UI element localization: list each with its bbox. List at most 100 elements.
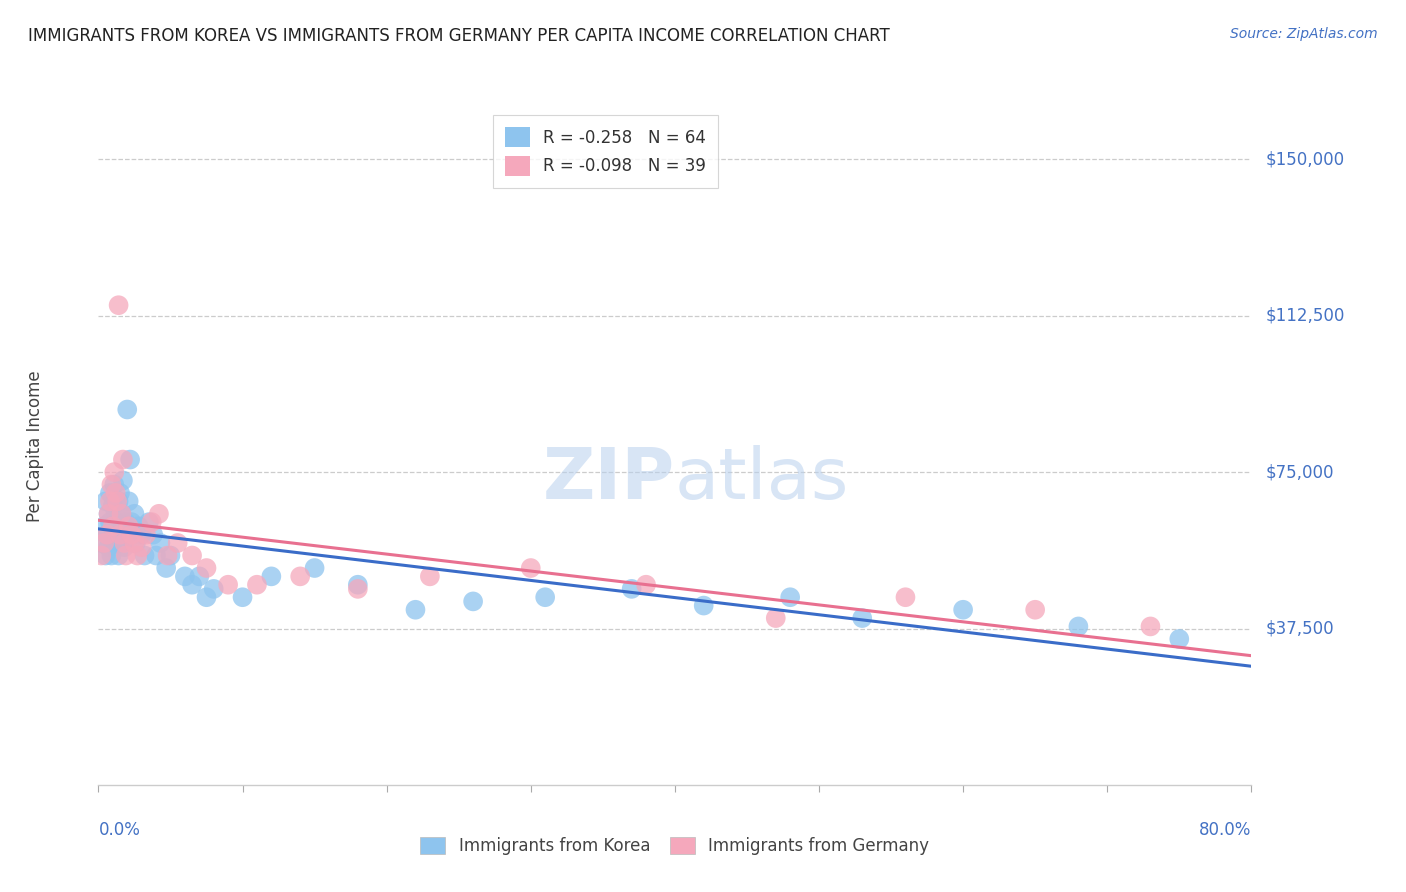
Point xyxy=(134,549,156,563)
Point xyxy=(114,515,136,529)
Point xyxy=(105,494,128,508)
Point xyxy=(419,569,441,583)
Text: Per Capita Income: Per Capita Income xyxy=(25,370,44,522)
Point xyxy=(246,578,269,592)
Text: $75,000: $75,000 xyxy=(1265,463,1334,481)
Text: ZIP: ZIP xyxy=(543,445,675,515)
Legend: Immigrants from Korea, Immigrants from Germany: Immigrants from Korea, Immigrants from G… xyxy=(411,827,939,864)
Point xyxy=(156,549,179,563)
Point xyxy=(181,578,204,592)
Point xyxy=(98,515,121,529)
Point xyxy=(110,507,132,521)
Point xyxy=(112,536,135,550)
Point xyxy=(111,527,134,541)
Point xyxy=(96,527,118,541)
Point xyxy=(94,494,117,508)
Point xyxy=(100,527,122,541)
Point xyxy=(461,594,484,608)
Point xyxy=(98,494,121,508)
Point xyxy=(131,527,153,541)
Point xyxy=(181,549,204,563)
Point xyxy=(108,527,131,541)
Point xyxy=(104,507,127,521)
Point xyxy=(765,611,787,625)
Text: 0.0%: 0.0% xyxy=(98,821,141,838)
Point xyxy=(121,515,143,529)
Point xyxy=(98,486,121,500)
Point xyxy=(128,519,150,533)
Point xyxy=(110,507,132,521)
Point xyxy=(290,569,312,583)
Point xyxy=(90,536,112,550)
Point xyxy=(93,536,115,550)
Point xyxy=(138,515,160,529)
Point xyxy=(127,549,149,563)
Point xyxy=(1168,632,1191,646)
Point xyxy=(122,527,145,541)
Point xyxy=(90,549,112,563)
Point xyxy=(217,578,239,592)
Point xyxy=(103,477,125,491)
Point xyxy=(952,603,974,617)
Point xyxy=(149,536,172,550)
Point xyxy=(135,527,157,541)
Point xyxy=(155,561,177,575)
Point xyxy=(304,561,326,575)
Point xyxy=(124,536,146,550)
Point xyxy=(107,494,129,508)
Point xyxy=(104,486,127,500)
Point xyxy=(100,477,122,491)
Point xyxy=(104,536,127,550)
Point xyxy=(117,402,138,417)
Point xyxy=(693,599,716,613)
Point xyxy=(195,561,218,575)
Point xyxy=(188,569,211,583)
Point xyxy=(105,515,128,529)
Point xyxy=(105,527,128,541)
Point xyxy=(107,549,129,563)
Point xyxy=(894,591,917,605)
Point xyxy=(111,474,134,488)
Point xyxy=(142,527,165,541)
Point xyxy=(94,549,117,563)
Point xyxy=(103,465,125,479)
Point xyxy=(520,561,543,575)
Point xyxy=(101,536,124,550)
Point xyxy=(125,536,148,550)
Point xyxy=(118,494,141,508)
Point xyxy=(101,519,124,533)
Point xyxy=(851,611,873,625)
Point xyxy=(148,507,170,521)
Point xyxy=(174,569,197,583)
Point xyxy=(202,582,225,596)
Point xyxy=(636,578,658,592)
Point xyxy=(121,527,143,541)
Point xyxy=(108,486,131,500)
Point xyxy=(112,540,135,554)
Point xyxy=(145,549,167,563)
Point xyxy=(103,519,125,533)
Point xyxy=(260,569,283,583)
Point xyxy=(1024,603,1046,617)
Point xyxy=(107,298,129,312)
Point xyxy=(620,582,643,596)
Point xyxy=(405,603,427,617)
Point xyxy=(346,582,368,596)
Point xyxy=(131,540,153,554)
Point xyxy=(97,507,120,521)
Point xyxy=(166,536,188,550)
Point xyxy=(534,591,557,605)
Point xyxy=(110,536,132,550)
Point xyxy=(159,549,181,563)
Text: atlas: atlas xyxy=(675,445,849,515)
Point xyxy=(1139,619,1161,633)
Point xyxy=(1067,619,1090,633)
Point xyxy=(231,591,254,605)
Point xyxy=(124,507,146,521)
Point xyxy=(97,507,120,521)
Text: IMMIGRANTS FROM KOREA VS IMMIGRANTS FROM GERMANY PER CAPITA INCOME CORRELATION C: IMMIGRANTS FROM KOREA VS IMMIGRANTS FROM… xyxy=(28,27,890,45)
Point xyxy=(118,519,141,533)
Point xyxy=(195,591,218,605)
Point xyxy=(96,527,118,541)
Point xyxy=(346,578,368,592)
